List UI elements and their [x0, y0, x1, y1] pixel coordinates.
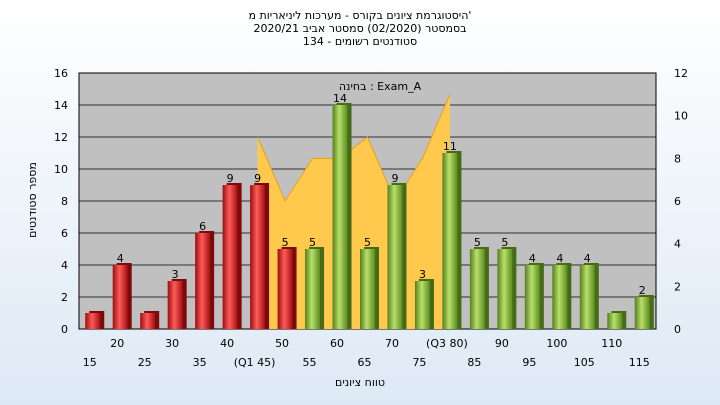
bar-value-label: 2 [639, 284, 646, 297]
y2-tick-label: 8 [674, 152, 681, 165]
bar [305, 249, 321, 329]
bar-value-label: 6 [199, 220, 206, 233]
x-tick-label: 25 [138, 356, 152, 369]
x-tick-label: 100 [546, 337, 567, 350]
y-axis-right: 0 2 4 6 8 10 12 [674, 67, 688, 336]
y-tick-label: 8 [61, 195, 68, 208]
x-tick-label: 95 [522, 356, 536, 369]
x-tick-label: 85 [467, 356, 481, 369]
x-tick-label: 30 [165, 337, 179, 350]
bar [195, 233, 211, 329]
bar [360, 249, 375, 329]
bar-value-label: 4 [117, 252, 124, 265]
x-tick-label: (Q1 45) [234, 356, 276, 369]
x-tick-label: 55 [303, 356, 317, 369]
y-tick-label: 14 [54, 99, 68, 112]
bar [250, 185, 266, 329]
x-axis-title: טווח ציונים [335, 376, 385, 389]
bar [85, 313, 101, 329]
bar-value-label: 5 [282, 236, 289, 249]
bar [552, 265, 568, 329]
bar [112, 265, 128, 329]
bar [387, 185, 403, 329]
x-tick-label: 60 [330, 337, 344, 350]
y-tick-label: 10 [54, 163, 68, 176]
bar-value-label: 14 [333, 92, 347, 105]
bar-value-label: 9 [254, 172, 261, 185]
x-tick-label: 65 [358, 356, 372, 369]
bar [222, 185, 238, 329]
bar [167, 281, 183, 329]
x-tick-label: 40 [220, 337, 234, 350]
bar [607, 313, 623, 329]
exam-annotation: בחינה : Exam_A [339, 80, 422, 93]
y-tick-label: 2 [61, 291, 68, 304]
y-tick-label: 12 [54, 131, 68, 144]
x-tick-label: 75 [412, 356, 426, 369]
y-tick-label: 16 [54, 67, 68, 80]
bar [442, 153, 458, 329]
x-tick-label: 70 [385, 337, 399, 350]
bar-value-label: 5 [501, 236, 508, 249]
y-axis-title: מספר סטודנטים [26, 162, 39, 238]
title-line-2: בסמסטר (02/2020) סמסטר אביב 2020/21 [253, 22, 467, 35]
chart-title: היסטוגרמת ציונים בקורס - מערכות ליניאריו… [0, 9, 720, 48]
area-line [257, 94, 451, 203]
y-tick-label: 4 [61, 259, 68, 272]
bars-group: 4 3 6 9 9 5 5 14 5 9 3 11 5 5 4 4 4 2 [85, 92, 654, 329]
x-axis: 15 20 25 30 35 40(Q1 45) 50 55 60 65 70 75(Q3 80) 85… [83, 337, 650, 369]
y2-tick-label: 12 [674, 67, 688, 80]
bar [579, 265, 595, 329]
bar [140, 313, 156, 329]
y2-tick-label: 2 [674, 280, 681, 293]
bar-value-label: 3 [172, 268, 179, 281]
x-tick-label: 15 [83, 356, 97, 369]
bar-value-label: 4 [529, 252, 536, 265]
x-tick-label: 50 [275, 337, 289, 350]
bar [634, 297, 650, 329]
x-tick-label: (Q3 80) [426, 337, 468, 350]
x-tick-label: 90 [495, 337, 509, 350]
x-tick-label: 20 [110, 337, 124, 350]
bar-value-label: 5 [309, 236, 316, 249]
x-tick-label: 105 [574, 356, 595, 369]
title-line-3: 134 - סטודנטים רשומים [302, 35, 418, 48]
y-axis-left: 0 2 4 6 8 10 12 14 16 [54, 67, 68, 336]
bar-value-label: 5 [474, 236, 481, 249]
bar [524, 265, 540, 329]
bar [277, 249, 293, 329]
y-tick-label: 0 [61, 323, 68, 336]
bar-value-label: 4 [584, 252, 591, 265]
bar [469, 249, 485, 329]
bar-value-label: 9 [227, 172, 234, 185]
x-tick-label: 115 [629, 356, 650, 369]
y2-tick-label: 0 [674, 323, 681, 336]
bar-value-label: 3 [419, 268, 426, 281]
bar-value-label: 9 [391, 172, 398, 185]
y2-tick-label: 10 [674, 110, 688, 123]
bar [497, 249, 513, 329]
x-tick-label: 35 [193, 356, 207, 369]
y2-tick-label: 6 [674, 195, 681, 208]
bar-value-label: 5 [364, 236, 371, 249]
y-tick-label: 6 [61, 227, 68, 240]
x-tick-label: 110 [601, 337, 622, 350]
bar-value-label: 11 [443, 140, 457, 153]
y2-tick-label: 4 [674, 238, 681, 251]
bar-value-label: 4 [556, 252, 563, 265]
bar [332, 105, 348, 329]
bar [414, 281, 430, 329]
title-line-1: היסטוגרמת ציונים בקורס - מערכות ליניאריו… [248, 9, 472, 22]
